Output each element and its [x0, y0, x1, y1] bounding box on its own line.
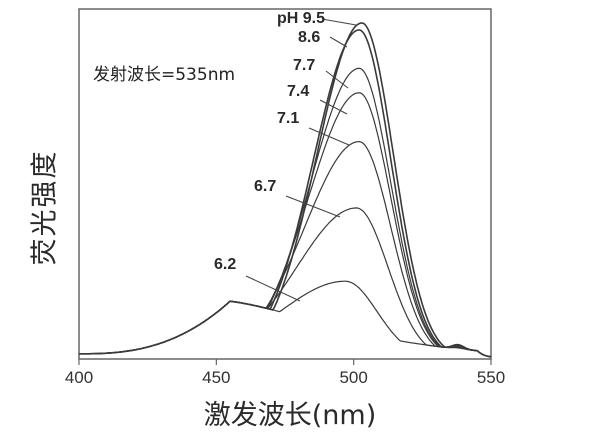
x-tick-label: 450 — [202, 368, 231, 387]
ph-label: 7.1 — [277, 110, 300, 127]
x-tick-label: 550 — [476, 368, 506, 387]
curve-ph-7.4 — [79, 92, 492, 358]
leader-line — [319, 99, 348, 115]
ph-label: pH 9.5 — [277, 10, 326, 27]
y-axis-label-text: 荧光强度 — [29, 149, 61, 265]
leader-lines — [245, 18, 357, 302]
leader-line — [245, 275, 301, 302]
plot-frame — [78, 8, 492, 360]
emission-wavelength-annotation: 发射波长=535nm — [93, 65, 236, 85]
x-tick-label: 500 — [339, 368, 368, 387]
leader-line — [325, 70, 349, 89]
x-axis-ticks — [78, 359, 492, 365]
ph-label: 8.6 — [298, 29, 321, 46]
ph-label: 7.7 — [293, 57, 316, 74]
x-tick-label: 400 — [64, 368, 94, 387]
x-axis-label: 激发波长(nm) — [203, 400, 377, 431]
ph-label: 6.2 — [214, 256, 237, 273]
curve-ph-6.2 — [79, 280, 492, 358]
ph-label: 7.4 — [287, 83, 310, 100]
leader-line — [285, 195, 341, 218]
ph-label: 6.7 — [254, 178, 277, 195]
leader-line — [321, 18, 357, 26]
leader-line — [308, 127, 350, 146]
curve-group — [79, 22, 492, 358]
leader-line — [329, 36, 348, 48]
y-axis-label: 荧光强度 — [20, 132, 64, 282]
